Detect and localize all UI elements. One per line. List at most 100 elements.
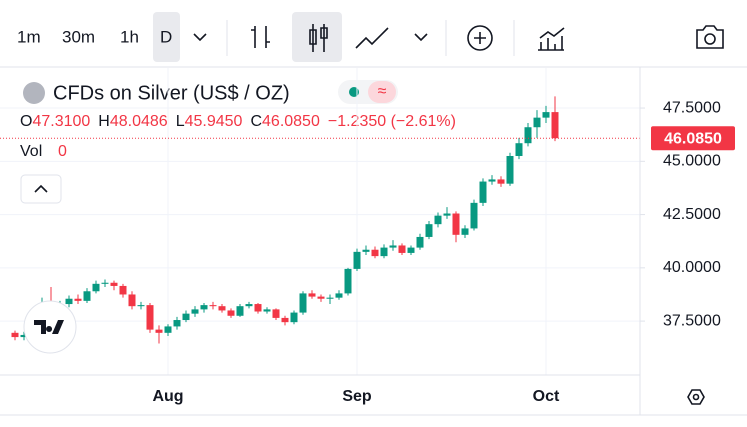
- settings-dot: [692, 393, 700, 401]
- volume-label: Vol: [20, 143, 42, 160]
- candle-body: [83, 291, 91, 301]
- candle-body: [119, 285, 127, 295]
- candle-body: [74, 298, 82, 301]
- candle-body: [11, 332, 19, 338]
- active-style-bg: [292, 12, 342, 62]
- candle-body: [308, 293, 316, 297]
- last-price-tag: [651, 126, 735, 151]
- candle-body: [290, 312, 298, 323]
- symbol-name[interactable]: CFDs on Silver (US$ / OZ): [53, 82, 290, 104]
- candle-body: [299, 293, 307, 313]
- candle-body: [416, 236, 424, 248]
- active-interval-bg: [153, 12, 180, 62]
- candle-body: [344, 268, 352, 294]
- candle-body: [497, 179, 505, 184]
- interval-button[interactable]: 1h: [120, 27, 139, 46]
- candle-body: [407, 247, 415, 253]
- candle-body: [209, 305, 217, 307]
- delayed-badge: [368, 81, 396, 103]
- candle-body: [317, 296, 325, 299]
- ohlc-value: 47.3100: [32, 113, 90, 130]
- candle-body: [353, 251, 361, 269]
- delayed-icon: ≈: [378, 83, 387, 100]
- interval-button[interactable]: 1m: [17, 27, 41, 46]
- candle-body: [398, 245, 406, 253]
- candle-body: [380, 247, 388, 257]
- candle-body: [191, 309, 199, 314]
- candle-style-icon[interactable]: [309, 24, 328, 52]
- last-price-label: 46.0850: [664, 130, 722, 147]
- interval-button[interactable]: 30m: [62, 27, 95, 46]
- candle-body: [155, 329, 163, 333]
- change-value: −1.2350 (−2.61%): [328, 113, 456, 130]
- candle-body: [488, 179, 496, 182]
- y-tick-label: 37.5000: [663, 312, 721, 329]
- candle-body: [533, 117, 541, 128]
- ohlc-value: 48.0486: [110, 113, 168, 130]
- candle-body: [434, 215, 442, 225]
- indicator-plus: [474, 32, 486, 44]
- y-tick-label: 40.0000: [663, 259, 721, 276]
- volume-value: 0: [58, 143, 67, 160]
- candle-body: [542, 112, 550, 118]
- candle-body: [506, 155, 514, 184]
- y-tick-label: 47.5000: [663, 99, 721, 116]
- candle-body: [470, 202, 478, 229]
- candle-body: [245, 304, 253, 307]
- x-tick-label: Oct: [533, 388, 560, 405]
- candle-body: [20, 334, 28, 338]
- collapse-button[interactable]: [20, 174, 62, 204]
- candle-body: [425, 224, 433, 237]
- ohlc-key: C: [250, 113, 262, 130]
- y-tick-label: 42.5000: [663, 206, 721, 223]
- compare-icon[interactable]: [538, 27, 565, 51]
- interval-dropdown[interactable]: [193, 33, 207, 42]
- area-style-icon[interactable]: [355, 27, 389, 49]
- candle-body: [452, 213, 460, 235]
- candle-body: [515, 143, 523, 156]
- settings-icon[interactable]: [687, 389, 705, 405]
- candle-body: [389, 245, 397, 248]
- candle-body: [551, 112, 559, 139]
- candle-body: [137, 305, 145, 307]
- x-tick-label: Sep: [342, 388, 372, 405]
- symbol-icon: [23, 82, 45, 104]
- candle-body: [164, 326, 172, 333]
- candle-body: [263, 309, 271, 312]
- candle-body: [254, 304, 262, 312]
- candle-body: [128, 294, 136, 307]
- candle-body: [110, 282, 118, 286]
- candle-body: [362, 249, 370, 252]
- ohlc-key: O: [20, 113, 32, 130]
- candle-body: [479, 181, 487, 203]
- indicator-icon[interactable]: [467, 25, 493, 51]
- candle-body: [227, 310, 235, 316]
- candle-body: [101, 282, 109, 284]
- candle-body: [146, 305, 154, 330]
- snapshot-icon[interactable]: [696, 25, 724, 49]
- ohlc-value: 46.0850: [262, 113, 320, 130]
- snapshot-lens: [704, 33, 716, 45]
- candle-body: [524, 127, 532, 144]
- candle-body: [461, 228, 469, 235]
- interval-button[interactable]: D: [160, 27, 172, 46]
- candle-body: [326, 297, 334, 299]
- ohlc-key: L: [176, 113, 185, 130]
- bar-style-icon[interactable]: [251, 26, 270, 48]
- candle-body: [173, 320, 181, 327]
- candle-body: [218, 306, 226, 311]
- candle-body: [272, 309, 280, 318]
- candle-body: [335, 293, 343, 298]
- style-dropdown[interactable]: [414, 33, 428, 42]
- candle-body: [281, 317, 289, 323]
- x-tick-label: Aug: [152, 388, 183, 405]
- logo: [34, 320, 64, 334]
- y-tick-label: 45.0000: [663, 153, 721, 170]
- ohlc-text: O47.3100 H48.0486 L45.9450 C46.0850 −1.2350 …: [20, 113, 456, 130]
- ohlc-value: 45.9450: [185, 113, 243, 130]
- ohlc-legend: O47.3100 H48.0486 L45.9450 C46.0850 −1.2350 …: [20, 113, 456, 130]
- plot: [0, 68, 645, 375]
- candle-body: [182, 313, 190, 321]
